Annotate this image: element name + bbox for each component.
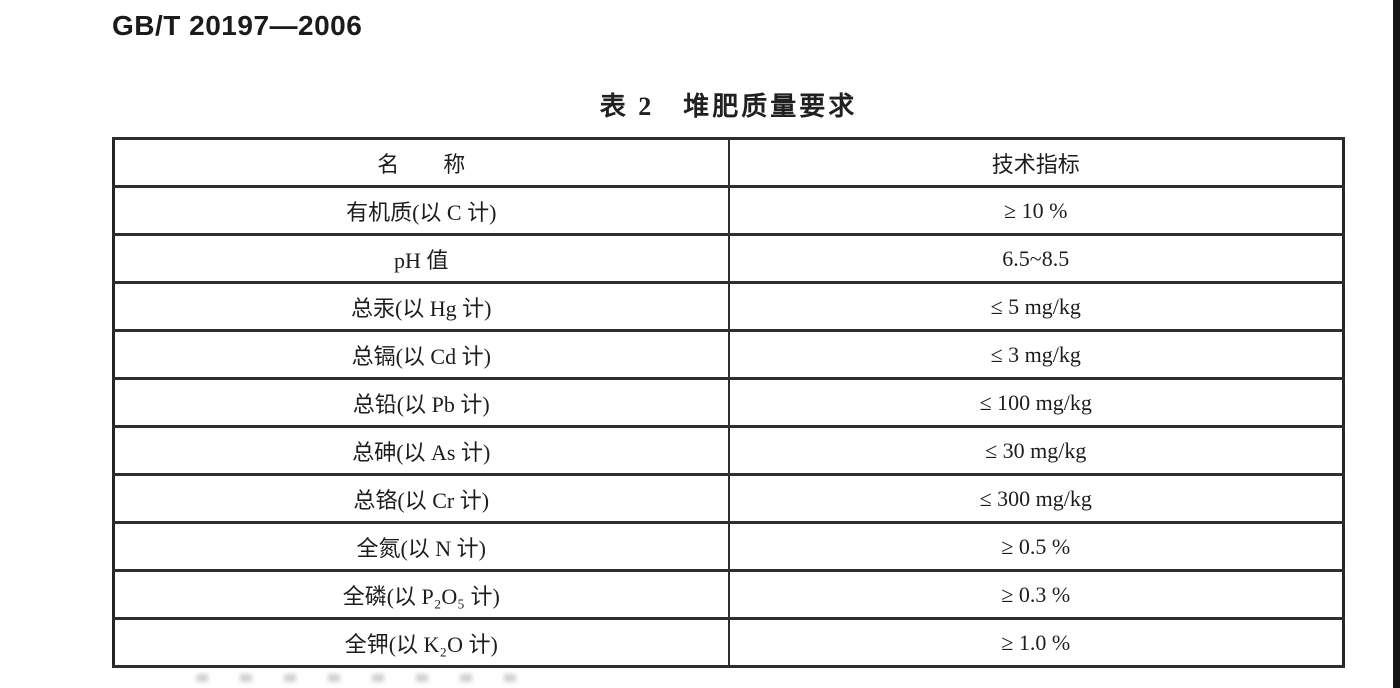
parameter-name-cell: 有机质(以 C 计) xyxy=(112,185,730,236)
table-row: pH 值 6.5~8.5 xyxy=(112,233,1345,284)
parameter-name-cell: 总铬(以 Cr 计) xyxy=(112,473,730,524)
table-row: 总铬(以 Cr 计) ≤ 300 mg/kg xyxy=(112,473,1345,524)
parameter-name-cell: 总汞(以 Hg 计) xyxy=(112,281,730,332)
table-row: 总镉(以 Cd 计) ≤ 3 mg/kg xyxy=(112,329,1345,380)
table-title: 表 2 堆肥质量要求 xyxy=(599,92,858,121)
technical-indicator-cell: ≥ 10 % xyxy=(727,185,1345,236)
parameter-name-cell: 总砷(以 As 计) xyxy=(112,425,730,476)
table-row: 有机质(以 C 计) ≥ 10 % xyxy=(112,185,1345,236)
parameter-name-cell: 总铅(以 Pb 计) xyxy=(112,377,730,428)
cutoff-text-scan-artifact xyxy=(196,674,526,682)
col-header-technical-indicator: 技术指标 xyxy=(727,137,1345,188)
parameter-name-cell: 全磷(以 P₂O₅ 计) xyxy=(112,569,730,620)
technical-indicator-cell: 6.5~8.5 xyxy=(727,233,1345,284)
parameter-name-cell: 全钾(以 K₂O 计) xyxy=(112,617,730,668)
technical-indicator-cell: ≥ 1.0 % xyxy=(727,617,1345,668)
parameter-name-cell: 全氮(以 N 计) xyxy=(112,521,730,572)
technical-indicator-cell: ≥ 0.3 % xyxy=(727,569,1345,620)
standard-doc-number: GB/T 20197—2006 xyxy=(112,10,363,41)
table-header-row: 名 称 技术指标 xyxy=(112,137,1345,188)
technical-indicator-cell: ≤ 30 mg/kg xyxy=(727,425,1345,476)
technical-indicator-cell: ≤ 5 mg/kg xyxy=(727,281,1345,332)
scanner-edge-artifact xyxy=(1393,0,1400,688)
parameter-name-cell: 总镉(以 Cd 计) xyxy=(112,329,730,380)
technical-indicator-cell: ≥ 0.5 % xyxy=(727,521,1345,572)
table-row: 总铅(以 Pb 计) ≤ 100 mg/kg xyxy=(112,377,1345,428)
table-row: 全磷(以 P₂O₅ 计) ≥ 0.3 % xyxy=(112,569,1345,620)
col-header-name: 名 称 xyxy=(112,137,730,188)
compost-quality-requirements-table: 名 称 技术指标 有机质(以 C 计) ≥ 10 % pH 值 6.5~8.5 总汞(以… xyxy=(112,137,1345,668)
table-row: 全氮(以 N 计) ≥ 0.5 % xyxy=(112,521,1345,572)
table-row: 总汞(以 Hg 计) ≤ 5 mg/kg xyxy=(112,281,1345,332)
technical-indicator-cell: ≤ 3 mg/kg xyxy=(727,329,1345,380)
technical-indicator-cell: ≤ 300 mg/kg xyxy=(727,473,1345,524)
parameter-name-cell: pH 值 xyxy=(112,233,730,284)
table-row: 全钾(以 K₂O 计) ≥ 1.0 % xyxy=(112,617,1345,668)
technical-indicator-cell: ≤ 100 mg/kg xyxy=(727,377,1345,428)
table-row: 总砷(以 As 计) ≤ 30 mg/kg xyxy=(112,425,1345,476)
